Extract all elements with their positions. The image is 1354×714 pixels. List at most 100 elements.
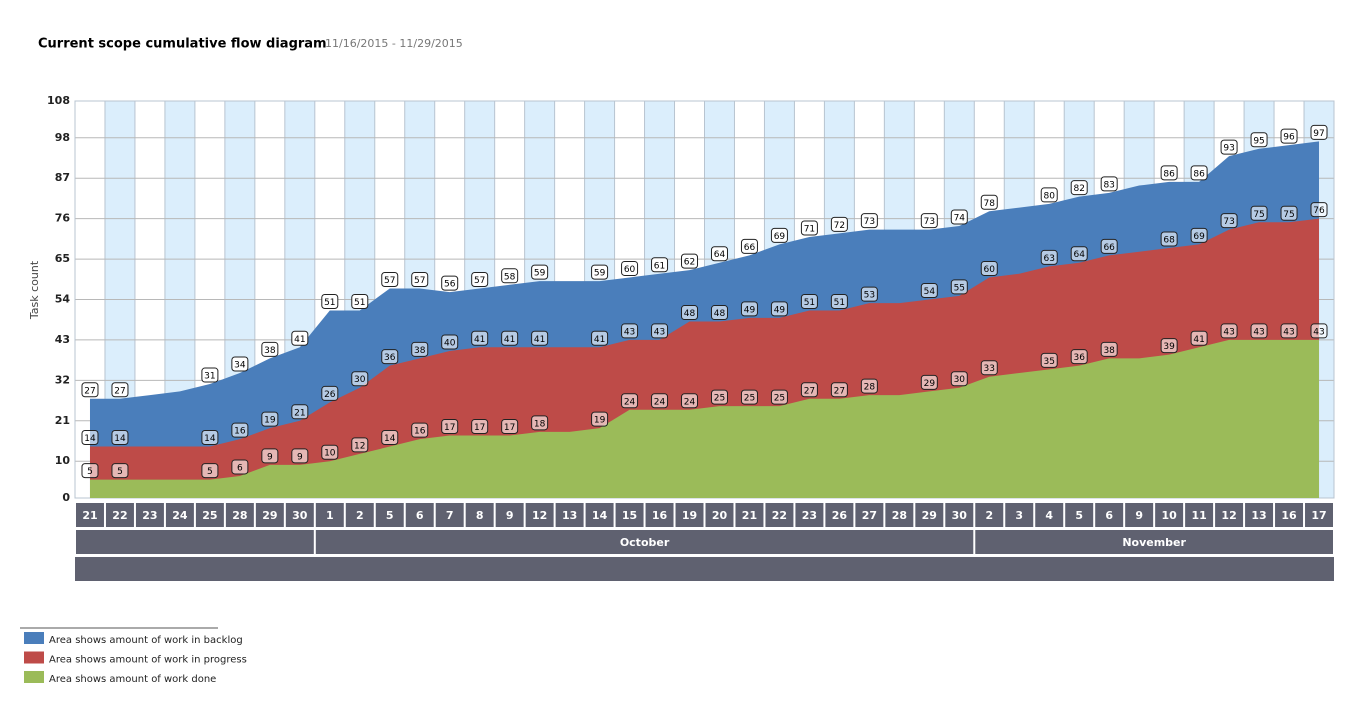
category-cell: [405, 503, 434, 527]
value-label-box: [261, 341, 279, 357]
value-label-box: [980, 194, 998, 210]
value-label-box: [651, 323, 669, 339]
x-tick-label: 29: [922, 509, 937, 522]
value-label-box: [321, 444, 339, 460]
value-label-box: [830, 294, 848, 310]
value-label: 51: [834, 298, 845, 308]
value-label: 61: [654, 261, 665, 271]
value-label-box: [81, 382, 99, 398]
x-tick-label: 28: [232, 509, 247, 522]
value-label-box: [1160, 231, 1178, 247]
value-label-box: [501, 330, 519, 346]
value-label: 95: [1253, 136, 1264, 146]
value-label: 38: [264, 346, 276, 356]
category-cell: [435, 503, 464, 527]
category-cell: [825, 503, 854, 527]
axis-bar: [75, 557, 1334, 581]
value-label-box: [860, 213, 878, 229]
value-label-box: [621, 323, 639, 339]
value-label-box: [1310, 323, 1328, 339]
value-label: 74: [954, 213, 966, 223]
value-label-box: [111, 463, 129, 479]
category-cell: [76, 503, 104, 527]
value-label: 27: [114, 386, 125, 396]
y-tick-label: 87: [55, 171, 70, 184]
category-cell: [1005, 503, 1034, 527]
value-label: 40: [444, 338, 456, 348]
category-cell: [795, 503, 824, 527]
x-tick-label: 13: [1251, 509, 1266, 522]
value-label: 41: [504, 335, 515, 345]
value-label-box: [860, 286, 878, 302]
value-label: 38: [414, 346, 426, 356]
value-label: 60: [624, 265, 636, 275]
value-label-box: [950, 371, 968, 387]
value-label: 58: [504, 272, 516, 282]
x-tick-label: 21: [82, 509, 97, 522]
x-tick-label: 23: [142, 509, 157, 522]
value-label-box: [1040, 187, 1058, 203]
value-label-box: [710, 389, 728, 405]
category-cell: [645, 503, 674, 527]
x-tick-label: 23: [802, 509, 817, 522]
value-label: 54: [924, 287, 936, 297]
value-label: 71: [804, 225, 815, 235]
x-tick-label: 1: [326, 509, 334, 522]
x-tick-label: 12: [532, 509, 547, 522]
value-label: 51: [354, 298, 365, 308]
value-label-box: [860, 378, 878, 394]
value-label-box: [531, 264, 549, 280]
y-tick-label: 108: [47, 94, 70, 107]
value-label: 19: [264, 416, 276, 426]
category-cell: [1275, 503, 1304, 527]
value-label-box: [1220, 323, 1238, 339]
chart-subtitle: 11/16/2015 - 11/29/2015: [325, 37, 463, 50]
value-label: 19: [594, 416, 606, 426]
value-label: 26: [324, 390, 336, 400]
value-label-box: [1160, 338, 1178, 354]
value-label-box: [800, 382, 818, 398]
value-label-box: [81, 463, 99, 479]
value-label-box: [1070, 349, 1088, 365]
value-label: 86: [1193, 169, 1205, 179]
value-label: 36: [384, 353, 396, 363]
value-label: 39: [1163, 342, 1175, 352]
value-label-box: [591, 264, 609, 280]
category-cell: [885, 503, 914, 527]
value-label-box: [710, 246, 728, 262]
category-cell: [1305, 503, 1333, 527]
value-label: 75: [1253, 210, 1264, 220]
value-label-box: [441, 275, 459, 291]
value-label-box: [950, 279, 968, 295]
value-label: 78: [984, 199, 996, 209]
value-label: 43: [1223, 327, 1234, 337]
value-label-box: [770, 389, 788, 405]
value-label-box: [381, 349, 399, 365]
value-label-box: [681, 305, 699, 321]
x-tick-label: 8: [476, 509, 484, 522]
value-label: 93: [1223, 144, 1234, 154]
value-label-box: [351, 437, 369, 453]
value-label-box: [651, 257, 669, 273]
value-label-box: [830, 382, 848, 398]
value-label: 75: [1283, 210, 1294, 220]
category-cell: [765, 503, 794, 527]
value-label-box: [1250, 205, 1268, 221]
value-label-box: [710, 305, 728, 321]
value-label-box: [351, 371, 369, 387]
value-label-box: [1040, 249, 1058, 265]
value-label-box: [291, 404, 309, 420]
x-tick-label: 15: [622, 509, 637, 522]
value-label-box: [231, 356, 249, 372]
legend-label: Area shows amount of work done: [49, 674, 216, 685]
value-label-box: [261, 411, 279, 427]
x-tick-label: 17: [1311, 509, 1326, 522]
value-label-box: [111, 382, 129, 398]
value-label: 73: [864, 217, 875, 227]
value-label: 14: [384, 434, 396, 444]
category-cell: [675, 503, 704, 527]
value-label-box: [1250, 323, 1268, 339]
value-label-box: [621, 260, 639, 276]
value-label: 30: [954, 375, 966, 385]
